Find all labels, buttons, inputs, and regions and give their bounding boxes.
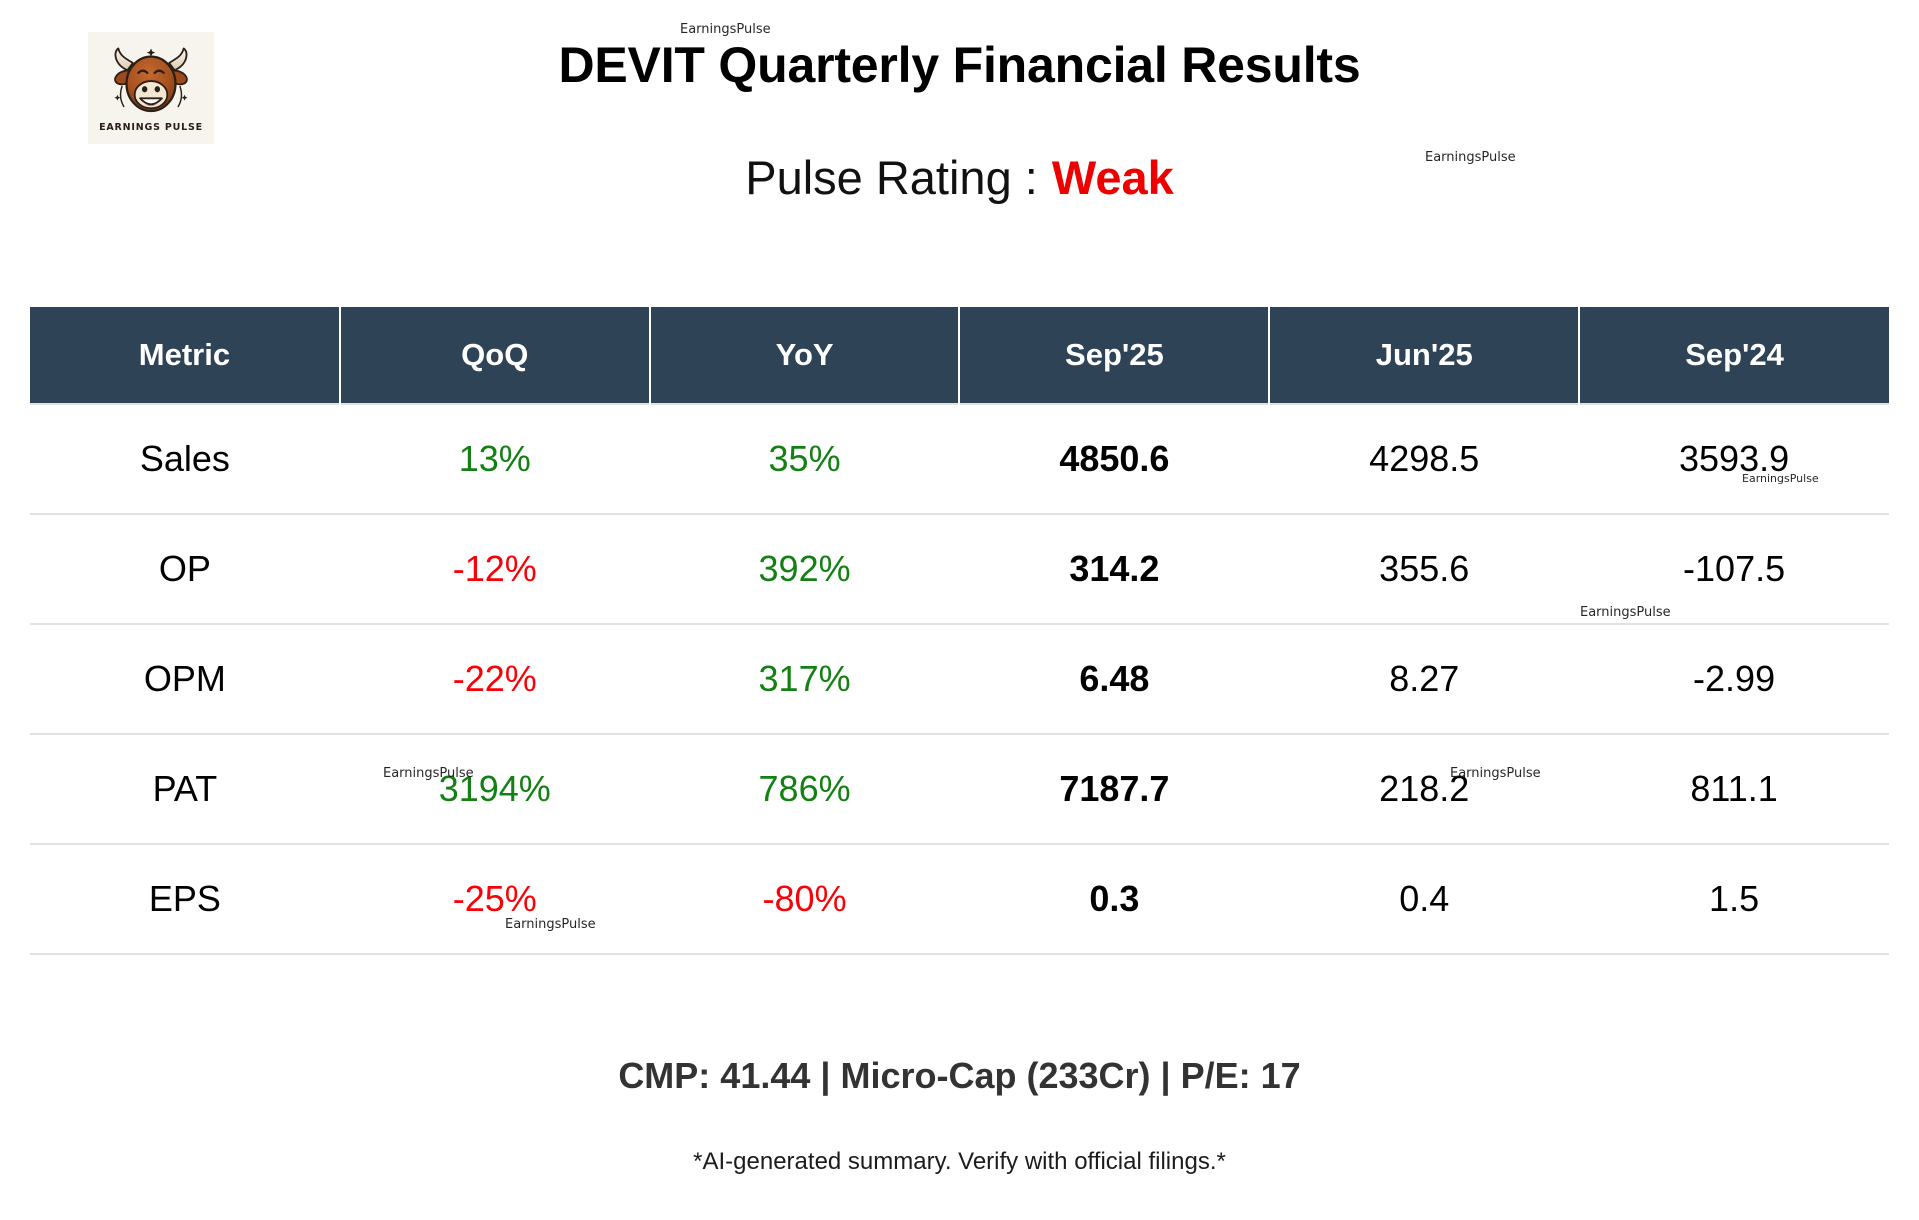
cell-prev-quarter: 355.6 (1269, 514, 1580, 625)
disclaimer-text: *AI-generated summary. Verify with offic… (693, 1148, 1226, 1175)
cell-metric: Sales (30, 403, 340, 515)
table-row: Sales 13% 35% 4850.6 4298.5 3593.9 (30, 403, 1889, 515)
cell-qoq: -12% (339, 514, 650, 625)
cell-yoy: 392% (649, 514, 960, 625)
cell-prev-quarter: 4298.5 (1269, 403, 1580, 515)
cell-metric: OPM (30, 624, 340, 735)
table-row: OPM -22% 317% 6.48 8.27 -2.99 (30, 624, 1889, 735)
column-header-metric: Metric (30, 307, 341, 404)
watermark-label: EarningsPulse (680, 22, 771, 37)
cell-prev-quarter: 218.2 (1269, 734, 1580, 845)
cell-current: 314.2 (959, 514, 1270, 625)
cell-prev-year: -2.99 (1579, 624, 1889, 735)
cell-metric: PAT (30, 734, 340, 845)
cell-metric: OP (30, 514, 340, 625)
column-header-current: Sep'25 (959, 307, 1271, 404)
pulse-rating-line: Pulse Rating : Weak (0, 150, 1919, 205)
cell-prev-year: 3593.9 (1579, 403, 1889, 515)
column-header-prev-y: Sep'24 (1579, 307, 1889, 404)
cell-qoq: -25% (339, 844, 650, 955)
brand-logo: EARNINGS PULSE (88, 32, 214, 144)
column-header-yoy: YoY (649, 307, 961, 404)
financial-results-table: Metric QoQ YoY Sep'25 Jun'25 Sep'24 Sale… (30, 307, 1889, 955)
cell-prev-quarter: 8.27 (1269, 624, 1580, 735)
cell-yoy: 35% (649, 403, 960, 515)
cell-prev-year: 1.5 (1579, 844, 1889, 955)
cell-yoy: 786% (649, 734, 960, 845)
column-header-qoq: QoQ (339, 307, 651, 404)
cell-current: 6.48 (959, 624, 1270, 735)
brand-wordmark: EARNINGS PULSE (99, 122, 203, 133)
cell-qoq: 13% (339, 403, 650, 515)
cell-prev-quarter: 0.4 (1269, 844, 1580, 955)
pulse-rating-label: Pulse Rating : (745, 151, 1038, 204)
bull-mascot-icon (114, 47, 188, 113)
column-header-prev-q: Jun'25 (1269, 307, 1581, 404)
table-row: PAT 3194% 786% 7187.7 218.2 811.1 (30, 734, 1889, 845)
cell-prev-year: 811.1 (1579, 734, 1889, 845)
cell-qoq: -22% (339, 624, 650, 735)
cell-current: 7187.7 (959, 734, 1270, 845)
table-header-row: Metric QoQ YoY Sep'25 Jun'25 Sep'24 (30, 307, 1889, 404)
cell-yoy: -80% (649, 844, 960, 955)
cell-metric: EPS (30, 844, 340, 955)
page-title: DEVIT Quarterly Financial Results (558, 37, 1361, 93)
valuation-summary: CMP: 41.44 | Micro-Cap (233Cr) | P/E: 17 (618, 1055, 1301, 1096)
cell-yoy: 317% (649, 624, 960, 735)
table-row: OP -12% 392% 314.2 355.6 -107.5 (30, 514, 1889, 625)
pulse-rating-value: Weak (1051, 151, 1174, 204)
cell-prev-year: -107.5 (1579, 514, 1889, 625)
cell-qoq: 3194% (339, 734, 650, 845)
cell-current: 4850.6 (959, 403, 1270, 515)
cell-current: 0.3 (959, 844, 1270, 955)
table-row: EPS -25% -80% 0.3 0.4 1.5 (30, 844, 1889, 955)
